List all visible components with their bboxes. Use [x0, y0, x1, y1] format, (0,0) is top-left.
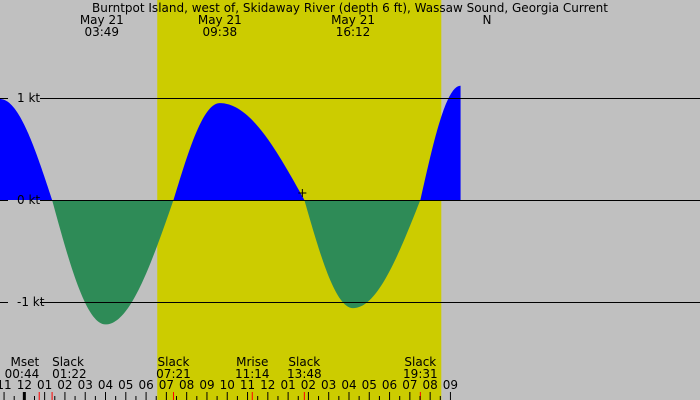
x-tick-label: 02	[301, 378, 316, 392]
x-tick-label: 12	[260, 378, 275, 392]
x-tick-label: 07	[402, 378, 417, 392]
x-axis-ticks: 11 12 01 02 03 04 05 06 07 08 09 10 11 12 01 02 03 04 05 06…	[0, 378, 458, 400]
x-tick-label: 01	[37, 378, 52, 392]
x-tick-label: 04	[98, 378, 113, 392]
x-tick-label: 02	[57, 378, 72, 392]
x-tick-label: 09	[199, 378, 214, 392]
event-name: Slack	[404, 355, 436, 369]
x-tick-label: 05	[118, 378, 133, 392]
top-date-label: May 21	[198, 13, 242, 27]
x-tick-label: 05	[362, 378, 377, 392]
event-name: Mset	[11, 355, 40, 369]
x-tick-label: 12	[17, 378, 32, 392]
current-curve-layer	[0, 85, 461, 325]
x-tick-label: 03	[321, 378, 336, 392]
event-time: 00:44	[5, 367, 40, 381]
event-name: Slack	[52, 355, 84, 369]
event-time: 13:48	[287, 367, 322, 381]
event-name: Mrise	[236, 355, 268, 369]
x-tick-label: 08	[179, 378, 194, 392]
y-tick-label: -1 kt	[17, 295, 45, 309]
chart-title: Burntpot Island, west of, Skidaway River…	[92, 1, 608, 15]
x-tick-label: 09	[443, 378, 458, 392]
top-time-label: 03:49	[84, 25, 119, 39]
x-tick-label: 06	[382, 378, 397, 392]
event-name: Slack	[158, 355, 190, 369]
top-time-label: 09:38	[203, 25, 238, 39]
x-tick-label: 08	[423, 378, 438, 392]
event-time: 07:21	[156, 367, 191, 381]
top-date-label: N	[482, 13, 491, 27]
y-axis-labels: 1 kt 0 kt -1 kt	[17, 91, 45, 309]
bottom-event-labels: Mset00:44Slack01:22Slack07:21Mrise11:14S…	[5, 355, 438, 400]
top-date-label: May 21	[80, 13, 124, 27]
gridlines	[0, 98, 700, 303]
x-tick-label: 11	[0, 378, 12, 392]
event-time: 19:31	[403, 367, 438, 381]
x-tick-label: 04	[341, 378, 356, 392]
flood-area	[420, 85, 461, 200]
ebb-area	[52, 200, 174, 325]
current-time-marker	[298, 189, 307, 197]
event-time: 11:14	[235, 367, 270, 381]
y-tick-label: 0 kt	[17, 193, 40, 207]
event-time: 01:22	[52, 367, 87, 381]
top-time-label: 16:12	[336, 25, 371, 39]
top-date-label: May 21	[331, 13, 375, 27]
event-name: Slack	[288, 355, 320, 369]
x-tick-label: 03	[78, 378, 93, 392]
ebb-area	[304, 200, 421, 309]
x-tick-label: 07	[159, 378, 174, 392]
x-tick-label: 11	[240, 378, 255, 392]
x-tick-label: 06	[138, 378, 153, 392]
flood-area	[0, 99, 53, 200]
flood-area	[173, 103, 305, 200]
x-tick-label: 01	[280, 378, 295, 392]
y-tick-label: 1 kt	[17, 91, 40, 105]
x-tick-label: 10	[220, 378, 235, 392]
